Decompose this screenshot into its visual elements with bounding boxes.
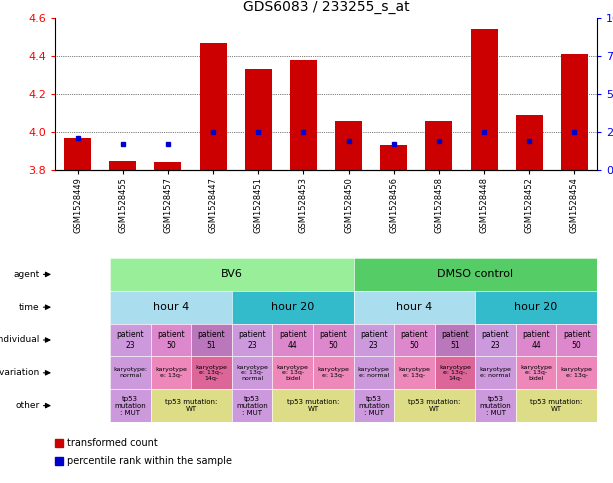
Text: tp53 mutation:
WT: tp53 mutation: WT	[165, 399, 218, 412]
Text: time: time	[19, 303, 40, 312]
Bar	[290, 60, 317, 170]
Bar	[471, 29, 498, 170]
Text: tp53
mutation
: MUT: tp53 mutation : MUT	[236, 396, 268, 415]
Text: hour 4: hour 4	[396, 302, 433, 312]
Text: tp53
mutation
: MUT: tp53 mutation : MUT	[358, 396, 390, 415]
Text: percentile rank within the sample: percentile rank within the sample	[67, 456, 232, 466]
Text: agent: agent	[13, 270, 40, 279]
Text: patient
44: patient 44	[279, 330, 306, 350]
Bar	[516, 115, 543, 170]
Text: patient
23: patient 23	[116, 330, 144, 350]
Text: tp53 mutation:
WT: tp53 mutation: WT	[408, 399, 461, 412]
Bar	[561, 54, 588, 170]
Text: karyotype
e: 13q-: karyotype e: 13q-	[155, 368, 187, 378]
Text: hour 20: hour 20	[271, 302, 314, 312]
Text: patient
23: patient 23	[482, 330, 509, 350]
Text: hour 4: hour 4	[153, 302, 189, 312]
Text: patient
50: patient 50	[157, 330, 185, 350]
Text: patient
23: patient 23	[360, 330, 387, 350]
Text: tp53 mutation:
WT: tp53 mutation: WT	[530, 399, 582, 412]
Text: karyotype
e: 13q-,
14q-: karyotype e: 13q-, 14q-	[196, 365, 227, 381]
Text: karyotype
e: normal: karyotype e: normal	[479, 368, 511, 378]
Text: hour 20: hour 20	[514, 302, 558, 312]
Title: GDS6083 / 233255_s_at: GDS6083 / 233255_s_at	[243, 0, 409, 14]
Text: patient
23: patient 23	[238, 330, 266, 350]
Text: karyotype
e: 13q-: karyotype e: 13q-	[561, 368, 593, 378]
Text: karyotype
e: 13q-: karyotype e: 13q-	[398, 368, 430, 378]
Text: karyotype
e: 13q-
normal: karyotype e: 13q- normal	[236, 365, 268, 381]
Text: tp53
mutation
: MUT: tp53 mutation : MUT	[115, 396, 146, 415]
Text: other: other	[15, 401, 40, 410]
Text: patient
50: patient 50	[400, 330, 428, 350]
Text: karyotype
e: 13q-,
14q-: karyotype e: 13q-, 14q-	[439, 365, 471, 381]
Bar	[425, 121, 452, 170]
Text: karyotype
e: 13q-
bidel: karyotype e: 13q- bidel	[520, 365, 552, 381]
Text: karyotype
e: 13q-: karyotype e: 13q-	[318, 368, 349, 378]
Text: karyotype
e: normal: karyotype e: normal	[358, 368, 390, 378]
Bar	[200, 43, 227, 170]
Text: patient
50: patient 50	[563, 330, 590, 350]
Text: karyotype
e: 13q-
bidel: karyotype e: 13q- bidel	[276, 365, 308, 381]
Text: transformed count: transformed count	[67, 438, 158, 448]
Text: genotype/variation: genotype/variation	[0, 369, 40, 377]
Text: DMSO control: DMSO control	[437, 270, 513, 279]
Text: patient
51: patient 51	[197, 330, 225, 350]
Text: patient
50: patient 50	[319, 330, 347, 350]
Text: karyotype:
normal: karyotype: normal	[113, 368, 147, 378]
Bar	[335, 121, 362, 170]
Bar	[64, 138, 91, 170]
Text: tp53
mutation
: MUT: tp53 mutation : MUT	[479, 396, 511, 415]
Bar	[154, 162, 181, 170]
Bar	[245, 69, 272, 170]
Text: individual: individual	[0, 336, 40, 344]
Bar	[55, 457, 63, 465]
Bar	[380, 145, 407, 170]
Text: BV6: BV6	[221, 270, 243, 279]
Text: tp53 mutation:
WT: tp53 mutation: WT	[287, 399, 339, 412]
Bar	[109, 160, 136, 170]
Bar	[55, 439, 63, 447]
Text: patient
51: patient 51	[441, 330, 469, 350]
Text: patient
44: patient 44	[522, 330, 550, 350]
